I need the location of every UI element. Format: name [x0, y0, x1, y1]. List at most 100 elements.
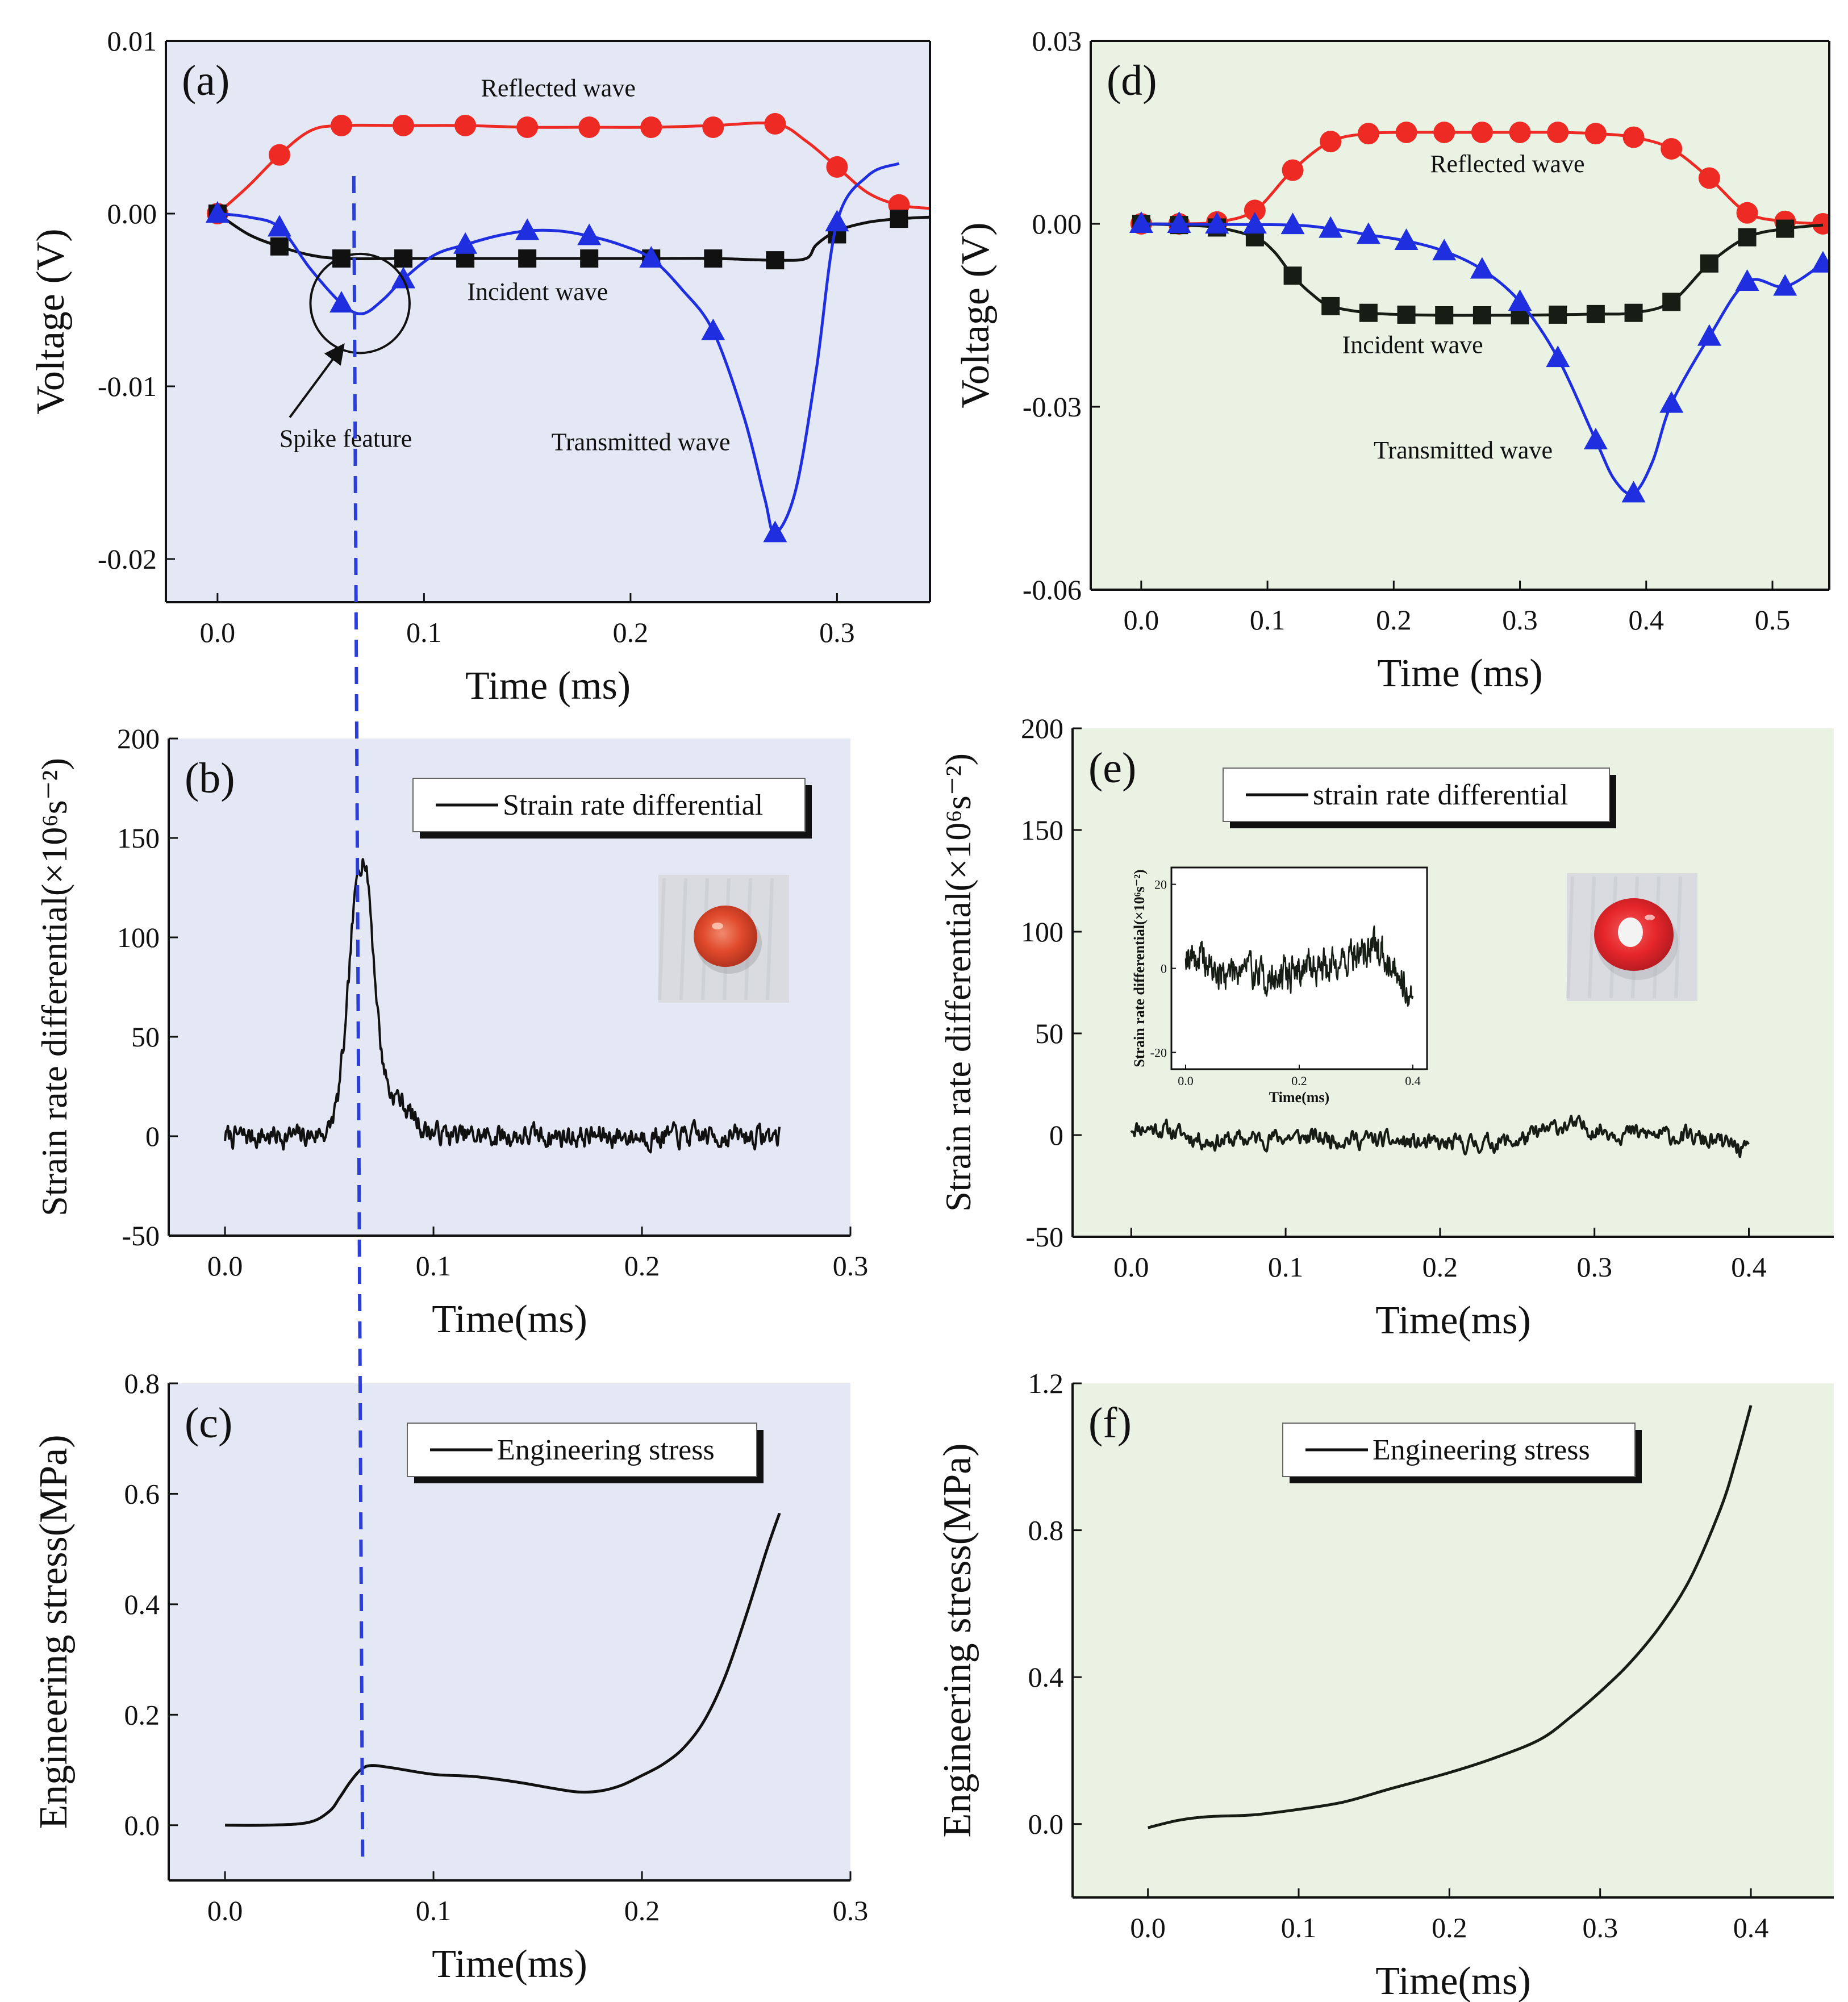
panel-label: (c): [185, 1399, 232, 1447]
data-point: [702, 116, 724, 138]
data-point: [1662, 293, 1681, 311]
data-point: [1698, 167, 1720, 189]
x-tick-label: 0.0: [207, 1895, 243, 1926]
y-tick-label: 50: [1035, 1017, 1063, 1049]
series-layer: [224, 858, 781, 1154]
data-point: [701, 318, 725, 340]
x-tick-label: 0.2: [1376, 604, 1412, 636]
x-tick-label: 0.1: [1250, 604, 1286, 636]
annotation-label: Reflected wave: [1430, 150, 1584, 178]
data-point: [1586, 305, 1605, 323]
panel-label: (e): [1088, 744, 1136, 792]
y-tick-label: -0.01: [98, 370, 157, 402]
data-point: [890, 210, 908, 228]
data-point: [580, 249, 599, 268]
data-point: [766, 251, 785, 270]
panel-label: (b): [185, 754, 235, 802]
data-point: [1470, 257, 1494, 279]
y-tick-label: 200: [117, 723, 160, 754]
data-point: [1583, 428, 1608, 450]
panel-e: 0.0 0.1 0.2 0.3 0.4200150100500-50Time(ms)St…: [938, 712, 1834, 1342]
photo-texture-line: [1674, 876, 1682, 999]
data-point: [1394, 228, 1419, 251]
inset-x-tick-label: 0.2: [1291, 1074, 1307, 1088]
data-point: [1812, 213, 1829, 235]
photo-texture-line: [658, 878, 666, 1000]
data-point: [1129, 211, 1153, 233]
inset-chart: 0.0 0.2 0.4 20 0 -20 Time(ms) Strain rate diffe…: [1131, 866, 1428, 1106]
y-tick-label: 100: [117, 921, 160, 953]
sample-specimen: [694, 906, 757, 967]
y-axis-label: Voltage (V): [954, 222, 998, 408]
y-axis-label: Strain rate differential(×10⁶s⁻²): [34, 758, 74, 1216]
x-tick-label: 0.0: [200, 616, 236, 648]
data-point: [1659, 391, 1684, 413]
y-tick-label: 150: [1021, 814, 1063, 846]
x-tick-label: 0.2: [624, 1250, 660, 1282]
y-axis-label: Strain rate differential(×10⁶s⁻²): [938, 753, 978, 1212]
data-point: [1280, 212, 1305, 235]
x-tick-label: 0.3: [1582, 1912, 1618, 1943]
data-point: [515, 218, 540, 240]
guide-dashed-line: [352, 176, 365, 1858]
inset-y-tick-label: 20: [1154, 878, 1167, 892]
data-point: [453, 232, 478, 254]
y-tick-label: 0.6: [124, 1478, 160, 1509]
y-tick-label: 0.0: [124, 1809, 160, 1841]
data-point: [1700, 254, 1718, 273]
sample-hole: [1618, 917, 1643, 947]
x-tick-label: 0.4: [1731, 1251, 1767, 1283]
data-point: [1736, 202, 1758, 224]
y-tick-label: -50: [1025, 1221, 1063, 1253]
y-tick-label: 0.00: [107, 198, 157, 230]
data-point: [1697, 324, 1721, 346]
y-tick-label: 0.2: [124, 1699, 160, 1730]
y-tick-label: 50: [131, 1021, 160, 1053]
data-point: [577, 223, 602, 245]
data-point: [516, 116, 539, 138]
data-point: [268, 144, 290, 166]
x-tick-label: 0.0: [1130, 1912, 1166, 1943]
spike-arrow: [289, 343, 345, 418]
series-layer: [1129, 122, 1829, 503]
x-tick-label: 0.5: [1755, 604, 1791, 636]
spike-circle: [309, 252, 411, 354]
x-tick-label: 0.1: [1281, 1912, 1317, 1943]
data-point: [1546, 345, 1570, 368]
data-point: [1773, 274, 1797, 296]
panel-c: 0.0 0.1 0.2 0.3 0.8 0.6 0.4 0.2 0.0 Time(ms) Engin…: [32, 1367, 868, 1986]
data-point: [1283, 266, 1302, 285]
series-line-0: [1130, 1115, 1750, 1158]
panel-label: (a): [182, 57, 230, 105]
y-tick-label: 0.03: [1032, 25, 1082, 57]
data-point: [1357, 123, 1379, 145]
data-point: [1395, 122, 1417, 143]
y-tick-label: 0.0: [1028, 1808, 1064, 1840]
data-point: [1205, 212, 1229, 234]
annotation-label: Transmitted wave: [1374, 436, 1553, 464]
y-tick-label: 0.00: [1032, 208, 1082, 240]
x-tick-label: 0.3: [819, 616, 855, 648]
y-tick-label: -0.03: [1023, 391, 1082, 423]
y-tick-label: 0: [1049, 1119, 1063, 1151]
data-point: [267, 215, 291, 237]
series-layer: [205, 112, 930, 543]
inset-y-axis-label: Strain rate differential(×10⁶s⁻²): [1131, 869, 1148, 1067]
x-tick-label: 0.4: [1733, 1912, 1769, 1943]
data-point: [1321, 297, 1340, 315]
x-tick-label: 0.3: [1576, 1251, 1612, 1283]
series-layer: [1148, 1405, 1753, 1829]
x-axis-label: Time(ms): [1375, 1959, 1531, 2002]
data-point: [1508, 289, 1532, 311]
y-tick-label: 150: [117, 822, 160, 854]
data-point: [454, 114, 477, 136]
data-point: [270, 237, 289, 256]
annotation-label: Reflected wave: [481, 74, 635, 102]
data-point: [1320, 131, 1342, 153]
series-layer: [225, 1512, 781, 1827]
inset-x-axis-label: Time(ms): [1269, 1089, 1329, 1106]
data-point: [1432, 239, 1457, 261]
y-tick-label: 0.4: [124, 1588, 160, 1620]
inset-series-line: [1184, 925, 1414, 1007]
x-tick-label: 0.2: [613, 616, 649, 648]
